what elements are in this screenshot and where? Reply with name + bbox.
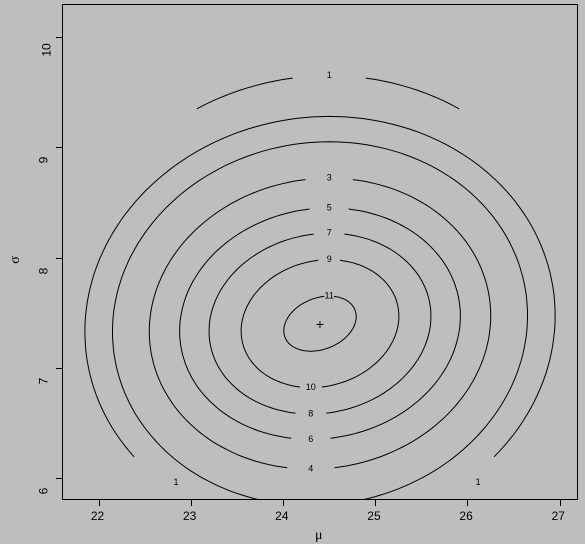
y-tick-label: 7: [36, 377, 50, 384]
y-tick-label: 9: [36, 157, 50, 164]
contour-label: 4: [308, 464, 313, 474]
y-tick: [56, 368, 62, 369]
x-tick-label: 25: [367, 509, 380, 523]
y-tick: [56, 258, 62, 259]
y-tick: [56, 147, 62, 148]
ylabel: σ: [8, 256, 24, 264]
x-tick-label: 27: [552, 509, 565, 523]
contour-label: 9: [327, 254, 332, 264]
contour-label: 1: [308, 525, 313, 535]
y-tick-label: 10: [40, 43, 54, 56]
x-tick: [375, 500, 376, 506]
contour-label: 2: [308, 500, 313, 510]
contour-label: 1: [327, 70, 332, 80]
x-tick-label: 22: [91, 509, 104, 523]
y-tick: [56, 37, 62, 38]
y-tick-label: 6: [36, 488, 50, 495]
contour-label: 11: [325, 290, 334, 300]
x-tick: [99, 500, 100, 506]
center-marker: +: [316, 316, 324, 332]
x-tick-label: 23: [183, 509, 196, 523]
x-tick-label: 24: [275, 509, 288, 523]
x-tick: [283, 500, 284, 506]
x-tick: [560, 500, 561, 506]
y-tick-label: 8: [36, 267, 50, 274]
contour-label: 6: [308, 434, 313, 444]
contour-label: 1: [174, 477, 179, 487]
contour-label: 8: [308, 408, 313, 418]
x-tick: [191, 500, 192, 506]
contour-svg: 1191078563421111: [0, 0, 585, 542]
y-tick: [56, 478, 62, 479]
contour-label: 3: [327, 173, 332, 183]
contour-label: 5: [327, 202, 332, 212]
contour-label: 1: [476, 477, 481, 487]
contour-line: [197, 78, 460, 109]
x-tick-label: 26: [459, 509, 472, 523]
x-tick: [467, 500, 468, 506]
contour-label: 10: [306, 382, 316, 392]
contour-label: 7: [327, 228, 332, 238]
